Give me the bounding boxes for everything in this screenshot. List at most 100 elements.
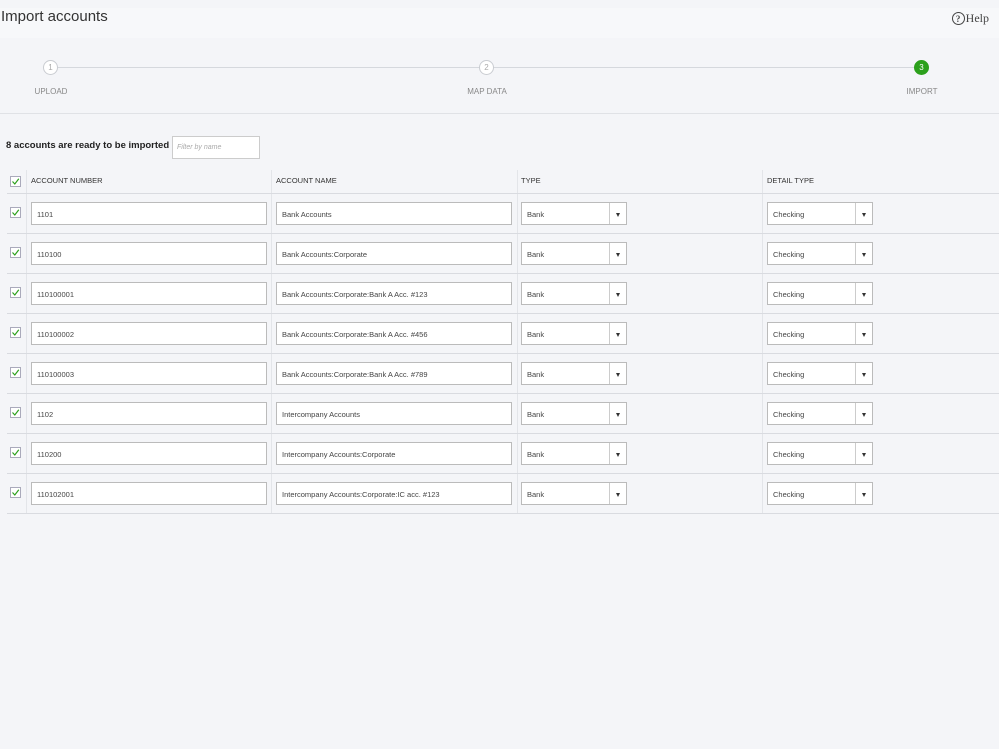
select-split bbox=[855, 243, 856, 264]
row-divider bbox=[7, 273, 999, 274]
select-all-checkbox[interactable] bbox=[10, 176, 21, 187]
account-name-input[interactable]: Intercompany Accounts bbox=[276, 402, 512, 425]
select-value: Checking bbox=[773, 370, 805, 379]
step-circle: 3 bbox=[914, 60, 929, 75]
detail-type-select[interactable]: Checking bbox=[767, 282, 873, 305]
dropdown-arrow bbox=[616, 213, 620, 217]
select-value: Checking bbox=[773, 450, 805, 459]
account-name-input[interactable]: Bank Accounts bbox=[276, 202, 512, 225]
account-number-input[interactable]: 110200 bbox=[31, 442, 267, 465]
account-name-input[interactable]: Bank Accounts:Corporate:Bank A Acc. #456 bbox=[276, 322, 512, 345]
dropdown-arrow bbox=[862, 333, 866, 337]
account-number-input[interactable]: 110100002 bbox=[31, 322, 267, 345]
type-select[interactable]: Bank bbox=[521, 442, 627, 465]
detail-type-select[interactable]: Checking bbox=[767, 442, 873, 465]
detail-type-select[interactable]: Checking bbox=[767, 242, 873, 265]
account-number-input[interactable]: 110100 bbox=[31, 242, 267, 265]
account-number-input[interactable]: 110100001 bbox=[31, 282, 267, 305]
row-checkbox[interactable] bbox=[10, 367, 21, 378]
select-value: Bank bbox=[527, 290, 545, 299]
select-split bbox=[855, 443, 856, 464]
check-path bbox=[12, 489, 20, 496]
check-mark bbox=[12, 209, 20, 216]
help-link[interactable]: ? Help bbox=[951, 11, 989, 26]
row-checkbox[interactable] bbox=[10, 247, 21, 258]
dropdown-arrow bbox=[616, 333, 620, 337]
column-divider bbox=[271, 170, 272, 513]
select-value: Checking bbox=[773, 290, 805, 299]
help-icon: ? bbox=[951, 12, 965, 25]
account-number-input[interactable]: 110100003 bbox=[31, 362, 267, 385]
row-checkbox[interactable] bbox=[10, 207, 21, 218]
select-value: Bank bbox=[527, 330, 545, 339]
detail-type-select[interactable]: Checking bbox=[767, 402, 873, 425]
dropdown-arrow bbox=[862, 373, 866, 377]
row-divider bbox=[7, 433, 999, 434]
account-name-input[interactable]: Bank Accounts:Corporate:Bank A Acc. #789 bbox=[276, 362, 512, 385]
select-split bbox=[855, 363, 856, 384]
check-mark bbox=[12, 329, 20, 336]
column-header: TYPE bbox=[521, 176, 541, 185]
select-split bbox=[609, 363, 610, 384]
row-divider bbox=[7, 513, 999, 514]
account-name-input[interactable]: Intercompany Accounts:Corporate:IC acc. … bbox=[276, 482, 512, 505]
account-name-input[interactable]: Bank Accounts:Corporate bbox=[276, 242, 512, 265]
select-value: Checking bbox=[773, 410, 805, 419]
step-label: IMPORT bbox=[906, 87, 938, 96]
top-bar bbox=[0, 8, 999, 38]
row-checkbox[interactable] bbox=[10, 327, 21, 338]
check-path bbox=[12, 178, 20, 185]
check-path bbox=[12, 249, 20, 256]
check-path bbox=[12, 329, 20, 336]
detail-type-select[interactable]: Checking bbox=[767, 362, 873, 385]
check-mark bbox=[12, 369, 20, 376]
type-select[interactable]: Bank bbox=[521, 402, 627, 425]
select-split bbox=[855, 403, 856, 424]
account-number-input[interactable]: 1102 bbox=[31, 402, 267, 425]
help-label: Help bbox=[965, 11, 989, 25]
select-value: Bank bbox=[527, 410, 545, 419]
dropdown-arrow bbox=[616, 453, 620, 457]
row-divider bbox=[7, 353, 999, 354]
select-value: Checking bbox=[773, 250, 805, 259]
column-header: ACCOUNT NUMBER bbox=[31, 176, 103, 185]
account-name-input[interactable]: Bank Accounts:Corporate:Bank A Acc. #123 bbox=[276, 282, 512, 305]
check-path bbox=[12, 409, 20, 416]
row-checkbox[interactable] bbox=[10, 287, 21, 298]
account-number-input[interactable]: 110102001 bbox=[31, 482, 267, 505]
check-mark bbox=[12, 249, 20, 256]
type-select[interactable]: Bank bbox=[521, 482, 627, 505]
row-checkbox[interactable] bbox=[10, 487, 21, 498]
check-path bbox=[12, 449, 20, 456]
filter-input[interactable]: Filter by name bbox=[172, 136, 260, 159]
dropdown-arrow bbox=[862, 413, 866, 417]
select-split bbox=[855, 323, 856, 344]
select-value: Checking bbox=[773, 490, 805, 499]
row-divider bbox=[7, 193, 999, 194]
type-select[interactable]: Bank bbox=[521, 322, 627, 345]
select-split bbox=[609, 323, 610, 344]
check-path bbox=[12, 209, 20, 216]
row-checkbox[interactable] bbox=[10, 447, 21, 458]
column-divider bbox=[517, 170, 518, 513]
select-value: Checking bbox=[773, 210, 805, 219]
select-value: Checking bbox=[773, 330, 805, 339]
account-number-input[interactable]: 1101 bbox=[31, 202, 267, 225]
dropdown-arrow bbox=[616, 493, 620, 497]
detail-type-select[interactable]: Checking bbox=[767, 482, 873, 505]
row-checkbox[interactable] bbox=[10, 407, 21, 418]
type-select[interactable]: Bank bbox=[521, 202, 627, 225]
account-name-input[interactable]: Intercompany Accounts:Corporate bbox=[276, 442, 512, 465]
type-select[interactable]: Bank bbox=[521, 242, 627, 265]
type-select[interactable]: Bank bbox=[521, 362, 627, 385]
step-label: UPLOAD bbox=[34, 87, 68, 96]
detail-type-select[interactable]: Checking bbox=[767, 322, 873, 345]
detail-type-select[interactable]: Checking bbox=[767, 202, 873, 225]
type-select[interactable]: Bank bbox=[521, 282, 627, 305]
dropdown-arrow bbox=[616, 373, 620, 377]
check-mark bbox=[12, 289, 20, 296]
select-split bbox=[609, 283, 610, 304]
ready-summary: 8 accounts are ready to be imported bbox=[6, 140, 170, 151]
select-split bbox=[609, 203, 610, 224]
